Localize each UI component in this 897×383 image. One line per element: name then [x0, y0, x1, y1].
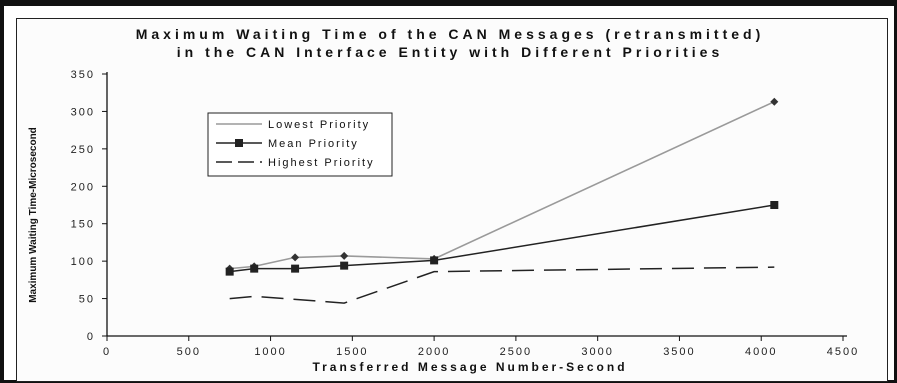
x-tick-label: 3000 — [581, 346, 613, 358]
chart-title-line-2: in the CAN Interface Entity with Differe… — [176, 44, 724, 60]
series-highest-priority — [229, 266, 775, 304]
legend-label: Highest Priority — [268, 157, 375, 169]
y-tick-label: 200 — [71, 181, 95, 193]
y-tick-label: 100 — [71, 256, 95, 268]
y-tick-label: 0 — [87, 331, 95, 343]
x-tick-label: 4500 — [827, 346, 859, 358]
series-line-mean-priority — [229, 204, 775, 273]
x-tick-label: 1000 — [254, 346, 286, 358]
legend-marker — [235, 139, 243, 147]
data-point — [225, 267, 234, 276]
y-tick-label: 300 — [71, 106, 95, 118]
x-tick-label: 500 — [177, 346, 201, 358]
data-point — [250, 264, 259, 273]
x-tick-label: 2500 — [500, 346, 532, 358]
series-mean-priority — [225, 201, 779, 276]
data-point — [340, 261, 349, 270]
series-line-highest-priority — [229, 266, 775, 304]
chart-title-line-1: Maximum Waiting Time of the CAN Messages… — [135, 26, 765, 42]
legend: Lowest Priority Mean Priority Highest Prio… — [207, 112, 393, 177]
x-tick-label: 3500 — [663, 346, 695, 358]
data-point — [340, 251, 349, 260]
legend-label: Mean Priority — [268, 138, 359, 150]
y-tick-label: 350 — [71, 69, 95, 81]
x-tick-label: 2000 — [418, 346, 450, 358]
series-line-lowest-priority — [229, 100, 775, 270]
data-point — [291, 264, 300, 273]
data-point — [770, 201, 779, 209]
series-layer — [225, 97, 779, 304]
series-lowest-priority — [225, 97, 779, 273]
x-tick-label: 4000 — [745, 346, 777, 358]
x-tick-label: 0 — [103, 346, 111, 358]
y-tick-label: 250 — [71, 144, 95, 156]
chart-panel — [16, 18, 888, 382]
y-tick-label: 50 — [79, 294, 95, 306]
x-tick-label: 1500 — [336, 346, 368, 358]
y-axis-label: Maximum Waiting Time-Microsecond — [28, 127, 39, 303]
y-tick-label: 150 — [71, 219, 95, 231]
x-axis-label: Transferred Message Number-Second — [312, 360, 627, 374]
data-point — [770, 97, 779, 106]
data-point — [430, 256, 439, 265]
legend-label: Lowest Priority — [268, 119, 370, 131]
data-point — [291, 253, 300, 262]
